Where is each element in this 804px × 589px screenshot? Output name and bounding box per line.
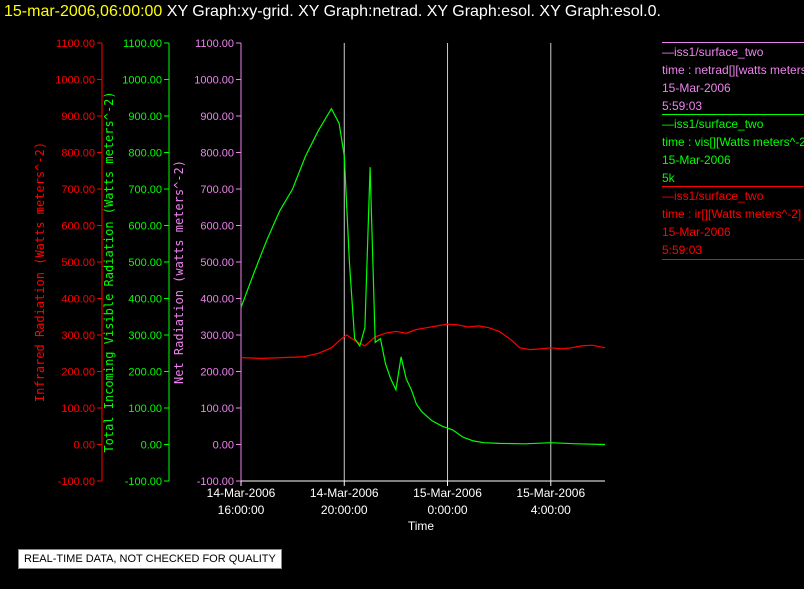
y-tick-label: 1100.00 bbox=[123, 38, 162, 50]
legend-date: 15-Mar-2006 bbox=[662, 81, 731, 95]
legend-variable: time : ir[][Watts meters^-2] bbox=[662, 207, 802, 221]
y-tick-label: 300.00 bbox=[61, 330, 95, 342]
y-axis-label: Total Incoming Visible Radiation (Watts … bbox=[102, 91, 116, 452]
y-tick-label: 800.00 bbox=[200, 148, 234, 160]
x-tick-label: 20:00:00 bbox=[321, 503, 368, 517]
legend-source: —iss1/surface_two bbox=[662, 117, 764, 131]
y-tick-label: 1100.00 bbox=[56, 38, 95, 50]
legend-date: 15-Mar-2006 bbox=[662, 153, 731, 167]
y-tick-label: -100.00 bbox=[197, 476, 234, 488]
y-tick-label: 900.00 bbox=[61, 111, 95, 123]
y-tick-label: 400.00 bbox=[61, 294, 95, 306]
x-tick-label: 4:00:00 bbox=[531, 503, 571, 517]
timestamp: 15-mar-2006,06:00:00 bbox=[4, 3, 163, 20]
y-tick-label: 700.00 bbox=[128, 184, 162, 196]
legend-entry-vis: —iss1/surface_two time : vis[][Watts met… bbox=[662, 114, 804, 187]
y-tick-label: 700.00 bbox=[61, 184, 95, 196]
y-tick-label: 600.00 bbox=[200, 221, 234, 233]
y-tick-label: 800.00 bbox=[128, 148, 162, 160]
y-tick-label: 600.00 bbox=[61, 221, 95, 233]
y-tick-label: 800.00 bbox=[61, 148, 95, 160]
y-tick-label: 500.00 bbox=[61, 257, 95, 269]
y-tick-label: 200.00 bbox=[200, 367, 234, 379]
y-tick-label: 100.00 bbox=[61, 403, 95, 415]
y-tick-label: 1100.00 bbox=[195, 38, 234, 50]
y-tick-label: 100.00 bbox=[128, 403, 162, 415]
y-tick-label: 100.00 bbox=[200, 403, 234, 415]
y-tick-label: 0.00 bbox=[141, 440, 162, 452]
y-tick-label: 500.00 bbox=[200, 257, 234, 269]
legend-variable: time : netrad[][watts meters^-2] bbox=[662, 63, 804, 77]
legend-entry-ir: —iss1/surface_two time : ir[][Watts mete… bbox=[662, 186, 804, 260]
y-tick-label: -100.00 bbox=[125, 476, 162, 488]
x-tick-label: 15-Mar-2006 bbox=[413, 486, 482, 500]
x-tick-label: 16:00:00 bbox=[218, 503, 265, 517]
y-tick-label: 900.00 bbox=[128, 111, 162, 123]
y-tick-label: 0.00 bbox=[213, 440, 234, 452]
series-line-vis bbox=[240, 107, 606, 446]
legend-source: —iss1/surface_two bbox=[662, 45, 764, 59]
legend-source: —iss1/surface_two bbox=[662, 189, 764, 203]
y-tick-label: 400.00 bbox=[200, 294, 234, 306]
x-tick-label: 14-Mar-2006 bbox=[207, 486, 276, 500]
series-line-ir bbox=[240, 323, 606, 360]
legend-time: 5:59:03 bbox=[662, 99, 703, 113]
y-tick-label: 200.00 bbox=[128, 367, 162, 379]
y-tick-label: 900.00 bbox=[200, 111, 234, 123]
legend-date: 15-Mar-2006 bbox=[662, 225, 731, 239]
x-tick-label: 0:00:00 bbox=[428, 503, 468, 517]
y-axis-label: Net Radiation (watts meters^-2) bbox=[172, 160, 186, 384]
y-tick-label: 300.00 bbox=[128, 330, 162, 342]
y-tick-label: 300.00 bbox=[200, 330, 234, 342]
quality-note: REAL-TIME DATA, NOT CHECKED FOR QUALITY bbox=[18, 549, 282, 569]
x-tick-label: 15-Mar-2006 bbox=[516, 486, 585, 500]
y-tick-label: 500.00 bbox=[128, 257, 162, 269]
y-tick-label: 400.00 bbox=[128, 294, 162, 306]
legend-variable: time : vis[][Watts meters^-2] bbox=[662, 135, 804, 149]
x-axis-label: Time bbox=[408, 519, 435, 533]
y-tick-label: 200.00 bbox=[61, 367, 95, 379]
x-tick-label: 14-Mar-2006 bbox=[310, 486, 379, 500]
graph-list: XY Graph:xy-grid. XY Graph:netrad. XY Gr… bbox=[162, 3, 661, 20]
legend-time: 5k bbox=[662, 171, 675, 185]
y-tick-label: 700.00 bbox=[200, 184, 234, 196]
y-tick-label: 600.00 bbox=[128, 221, 162, 233]
legend-time: 5:59:03 bbox=[662, 243, 703, 257]
y-tick-label: -100.00 bbox=[58, 476, 95, 488]
y-tick-label: 1000.00 bbox=[122, 75, 162, 87]
chart-title-bar: 15-mar-2006,06:00:00 XY Graph:xy-grid. X… bbox=[4, 3, 661, 21]
y-tick-label: 1000.00 bbox=[194, 75, 234, 87]
y-axis-label: Infrared Radiation (Watts meters^-2) bbox=[33, 142, 47, 402]
legend-entry-netrad: —iss1/surface_two time : netrad[][watts … bbox=[662, 42, 804, 115]
y-tick-label: 0.00 bbox=[74, 440, 95, 452]
y-tick-label: 1000.00 bbox=[55, 75, 95, 87]
